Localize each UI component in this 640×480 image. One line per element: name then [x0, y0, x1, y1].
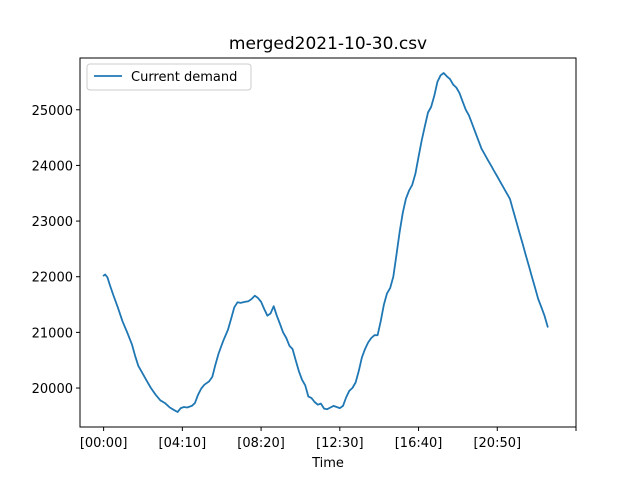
y-tick-label: 22000	[32, 271, 73, 286]
chart-title: merged2021-10-30.csv	[229, 34, 427, 54]
legend: Current demand	[86, 63, 252, 91]
legend-box	[86, 63, 252, 91]
x-tick-label: [08:20]	[237, 436, 285, 451]
y-axis-ticks: 20000 21000 22000 23000 24000 25000	[32, 104, 80, 397]
x-tick-label: [12:30]	[316, 436, 364, 451]
y-tick-label: 23000	[32, 215, 73, 230]
series-line-current-demand	[102, 72, 549, 413]
y-tick-label: 21000	[32, 326, 73, 341]
x-tick-label: [00:00]	[80, 436, 128, 451]
x-tick-label: [16:40]	[395, 436, 443, 451]
plot-frame	[79, 57, 577, 428]
legend-entry-label: Current demand	[131, 70, 237, 85]
x-tick-label: [20:50]	[473, 436, 521, 451]
y-tick-label: 25000	[32, 104, 73, 119]
y-tick-label: 20000	[32, 382, 73, 397]
x-tick-label: [04:10]	[159, 436, 207, 451]
x-axis-ticks: [00:00] [04:10] [08:20] [12:30] [16:40] [20:5…	[80, 427, 577, 451]
x-axis-label: Time	[311, 456, 344, 471]
y-tick-label: 24000	[32, 159, 73, 174]
plot-area	[102, 72, 549, 413]
